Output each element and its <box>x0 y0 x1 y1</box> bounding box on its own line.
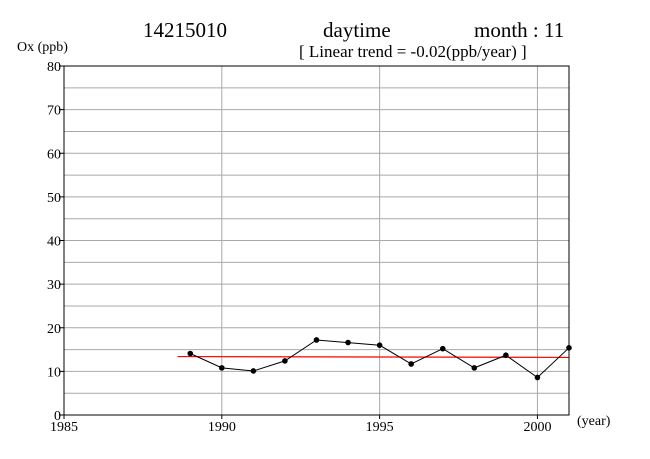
x-tick-label: 1990 <box>208 420 236 435</box>
period-label: daytime <box>323 18 391 42</box>
y-axis-label: Ox (ppb) <box>17 40 68 55</box>
station-id: 14215010 <box>143 18 227 42</box>
data-point <box>408 361 414 367</box>
trend-layer <box>177 355 570 359</box>
y-tick-label: 0 <box>54 409 61 424</box>
series-layer <box>187 337 572 381</box>
data-point <box>345 339 351 346</box>
y-tick-label: 40 <box>47 235 61 250</box>
data-point <box>376 342 383 349</box>
data-point <box>282 358 288 364</box>
y-tick-label: 80 <box>47 60 61 75</box>
axis-ticks <box>59 65 538 419</box>
plot-frame <box>63 65 570 416</box>
data-point <box>187 350 194 357</box>
data-point <box>471 365 478 371</box>
y-tick-label: 60 <box>47 147 61 162</box>
data-point <box>439 345 446 352</box>
y-tick-label: 10 <box>47 365 61 380</box>
data-point <box>534 374 541 381</box>
x-tick-label: 1995 <box>366 420 394 435</box>
tick-labels: 0 10 20 30 40 50 60 70 80 1985 1990 1995 2000 <box>47 60 551 435</box>
data-point <box>250 368 257 374</box>
data-point <box>503 352 509 359</box>
y-tick-label: 30 <box>47 278 61 293</box>
y-tick-label: 50 <box>47 191 61 206</box>
month-label: month : 11 <box>474 18 565 42</box>
data-point <box>219 365 225 371</box>
data-point <box>313 337 320 343</box>
trend-line <box>177 355 570 359</box>
y-tick-label: 20 <box>47 322 61 337</box>
trend-annotation: [ Linear trend = -0.02(ppb/year) ] <box>299 42 527 61</box>
x-tick-label: 2000 <box>523 420 551 435</box>
grid-lines <box>64 66 569 415</box>
y-tick-label: 70 <box>47 104 61 119</box>
x-axis-unit: (year) <box>577 414 611 429</box>
x-tick-label: 1985 <box>50 420 78 435</box>
